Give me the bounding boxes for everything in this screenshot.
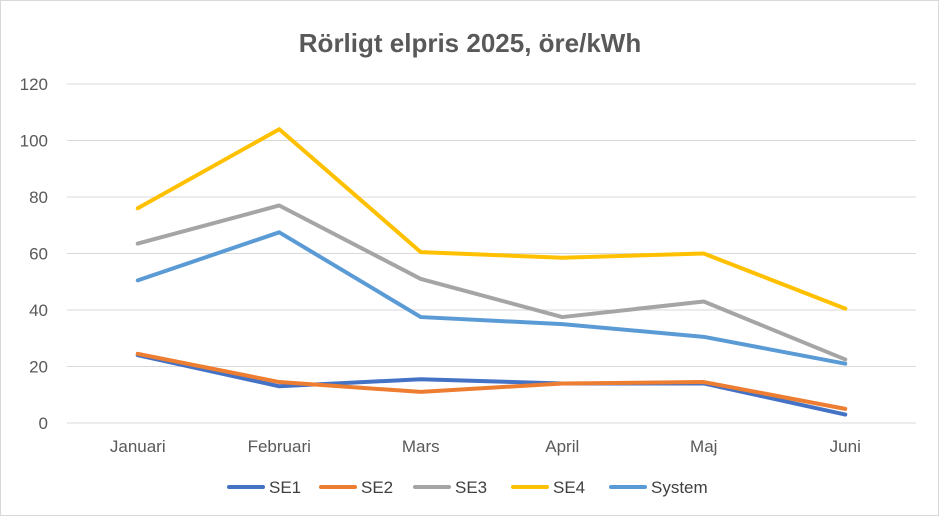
y-tick-label: 60 bbox=[29, 245, 48, 264]
x-tick-label: Januari bbox=[110, 437, 166, 456]
x-tick-label: Maj bbox=[690, 437, 717, 456]
y-tick-label: 80 bbox=[29, 188, 48, 207]
x-tick-label: Juni bbox=[830, 437, 861, 456]
chart-title: Rörligt elpris 2025, öre/kWh bbox=[299, 28, 641, 58]
y-tick-label: 120 bbox=[20, 75, 48, 94]
legend-label-se3: SE3 bbox=[455, 478, 487, 497]
y-tick-label: 40 bbox=[29, 301, 48, 320]
x-tick-label: April bbox=[545, 437, 579, 456]
x-axis-ticks: Januari Februari Mars April Maj Juni bbox=[110, 437, 861, 456]
legend-label-system: System bbox=[651, 478, 708, 497]
series-line-se4 bbox=[135, 127, 848, 311]
series-line-system bbox=[135, 230, 848, 366]
x-tick-label: Mars bbox=[402, 437, 440, 456]
series-line-se3 bbox=[135, 203, 848, 362]
legend: SE1 SE2 SE3 SE4 System bbox=[227, 478, 708, 497]
y-tick-label: 100 bbox=[20, 132, 48, 151]
legend-label-se4: SE4 bbox=[553, 478, 585, 497]
series-line-se2 bbox=[135, 351, 848, 411]
y-axis-ticks: 0 20 40 60 80 100 120 bbox=[20, 75, 48, 433]
series-line-se1 bbox=[135, 353, 848, 417]
legend-label-se2: SE2 bbox=[361, 478, 393, 497]
legend-label-se1: SE1 bbox=[269, 478, 301, 497]
y-tick-label: 20 bbox=[29, 358, 48, 377]
x-tick-label: Februari bbox=[248, 437, 311, 456]
y-tick-label: 0 bbox=[39, 414, 48, 433]
series-lines bbox=[135, 127, 848, 417]
